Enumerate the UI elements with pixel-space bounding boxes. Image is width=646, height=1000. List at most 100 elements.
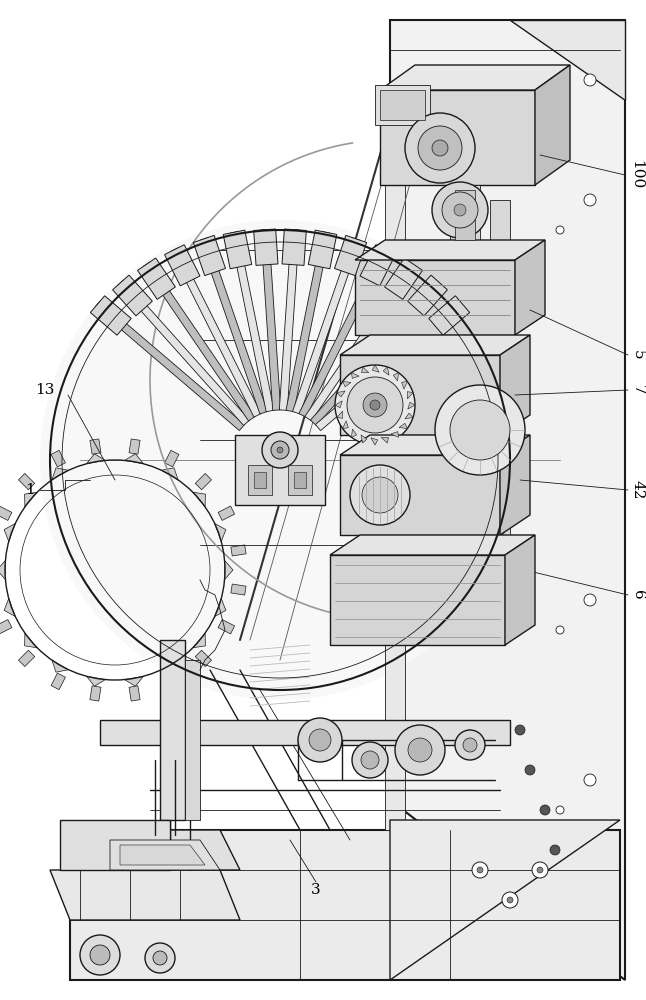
Polygon shape — [515, 240, 545, 335]
Polygon shape — [293, 238, 360, 414]
Polygon shape — [372, 365, 379, 372]
Polygon shape — [408, 402, 415, 409]
Polygon shape — [294, 472, 306, 488]
Circle shape — [556, 806, 564, 814]
Polygon shape — [286, 232, 330, 412]
Bar — [160, 640, 185, 820]
Circle shape — [556, 226, 564, 234]
Circle shape — [262, 432, 298, 468]
Polygon shape — [193, 492, 205, 507]
Circle shape — [584, 594, 596, 606]
Polygon shape — [380, 65, 570, 90]
Circle shape — [463, 738, 477, 752]
Polygon shape — [355, 240, 545, 260]
Polygon shape — [254, 472, 266, 488]
Circle shape — [408, 738, 432, 762]
Text: 3: 3 — [311, 883, 321, 897]
Text: 1: 1 — [25, 483, 35, 497]
Polygon shape — [214, 598, 226, 616]
Circle shape — [550, 845, 560, 855]
Polygon shape — [60, 820, 170, 870]
Polygon shape — [311, 280, 442, 425]
Polygon shape — [279, 229, 299, 410]
Polygon shape — [305, 262, 417, 421]
Polygon shape — [361, 435, 367, 443]
Polygon shape — [129, 439, 140, 454]
Polygon shape — [87, 454, 105, 464]
Circle shape — [145, 943, 175, 973]
Polygon shape — [342, 381, 351, 387]
Circle shape — [418, 126, 462, 170]
Polygon shape — [408, 275, 448, 316]
Polygon shape — [214, 524, 226, 542]
Polygon shape — [90, 296, 131, 335]
Polygon shape — [118, 280, 249, 425]
Polygon shape — [510, 20, 625, 100]
Polygon shape — [248, 465, 272, 495]
Polygon shape — [299, 248, 389, 417]
Polygon shape — [402, 381, 408, 389]
Polygon shape — [112, 275, 152, 316]
Polygon shape — [383, 367, 389, 375]
Circle shape — [442, 192, 478, 228]
Polygon shape — [340, 455, 500, 535]
Circle shape — [363, 393, 387, 417]
Polygon shape — [230, 232, 274, 412]
Polygon shape — [308, 230, 337, 269]
Polygon shape — [193, 633, 205, 648]
Polygon shape — [337, 411, 342, 418]
Polygon shape — [351, 429, 357, 437]
Polygon shape — [330, 555, 505, 645]
Polygon shape — [340, 435, 530, 455]
Polygon shape — [4, 524, 16, 542]
Polygon shape — [429, 296, 470, 335]
Circle shape — [584, 774, 596, 786]
Circle shape — [277, 447, 283, 453]
Polygon shape — [0, 620, 12, 634]
Circle shape — [532, 862, 548, 878]
Polygon shape — [165, 245, 200, 286]
Polygon shape — [335, 235, 367, 276]
Circle shape — [350, 465, 410, 525]
Polygon shape — [51, 673, 65, 690]
Polygon shape — [330, 535, 535, 555]
Polygon shape — [225, 560, 233, 580]
Text: 13: 13 — [36, 383, 55, 397]
Bar — [450, 185, 480, 245]
Bar — [385, 120, 405, 830]
Polygon shape — [224, 230, 252, 269]
Polygon shape — [337, 391, 345, 397]
Polygon shape — [19, 650, 35, 667]
Text: 6: 6 — [631, 590, 645, 600]
Polygon shape — [405, 413, 413, 419]
Circle shape — [556, 106, 564, 114]
Circle shape — [525, 765, 535, 775]
Circle shape — [347, 377, 403, 433]
Polygon shape — [125, 676, 143, 686]
Polygon shape — [390, 20, 625, 980]
Circle shape — [40, 220, 520, 700]
Bar — [380, 90, 425, 120]
Circle shape — [80, 935, 120, 975]
Circle shape — [370, 400, 380, 410]
Circle shape — [455, 730, 485, 760]
Circle shape — [271, 441, 289, 459]
Circle shape — [361, 751, 379, 769]
Polygon shape — [19, 473, 35, 490]
Polygon shape — [51, 450, 65, 467]
Polygon shape — [80, 830, 240, 870]
Circle shape — [584, 74, 596, 86]
Polygon shape — [360, 245, 395, 286]
Polygon shape — [0, 506, 12, 520]
Polygon shape — [143, 262, 255, 421]
Bar — [385, 115, 505, 135]
Bar — [490, 200, 510, 600]
Polygon shape — [500, 435, 530, 535]
Polygon shape — [282, 229, 306, 265]
Polygon shape — [200, 238, 267, 414]
Circle shape — [472, 862, 488, 878]
Circle shape — [435, 385, 525, 475]
Circle shape — [502, 892, 518, 908]
Polygon shape — [87, 676, 105, 686]
Circle shape — [362, 477, 398, 513]
